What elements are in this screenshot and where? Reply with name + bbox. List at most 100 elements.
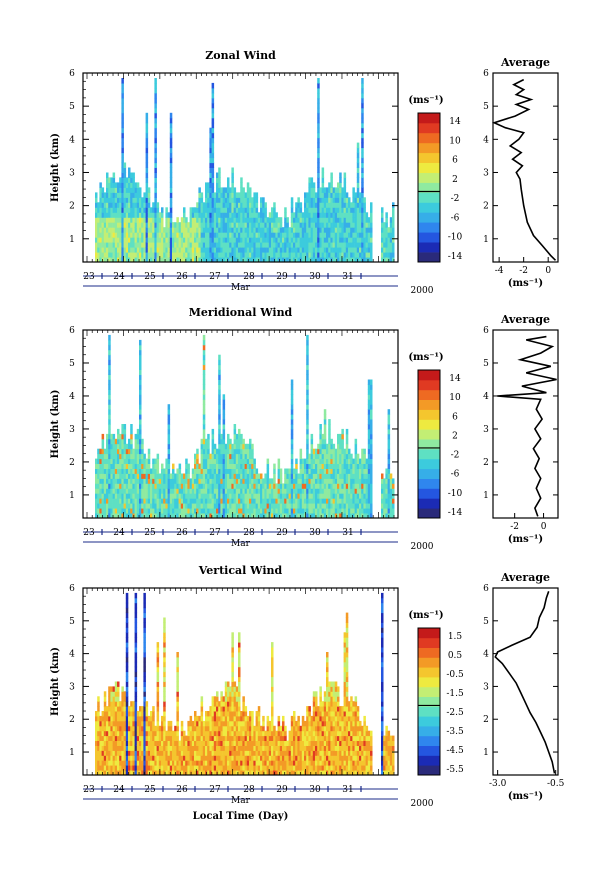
y-axis-label: Height (km) — [50, 390, 61, 459]
average-y-label: 1 — [483, 748, 489, 758]
y-tick-label: 4 — [69, 135, 75, 145]
colorbar-swatch — [418, 222, 440, 232]
colorbar-swatch — [418, 638, 440, 648]
y-tick-label: 5 — [69, 359, 75, 369]
day-label: 27 — [209, 785, 221, 795]
colorbar-swatch — [418, 252, 440, 262]
day-label: 27 — [209, 272, 221, 282]
average-x-label: -0.5 — [547, 779, 565, 789]
day-label: 25 — [144, 272, 156, 282]
average-x-label: -4 — [495, 266, 504, 276]
average-y-label: 5 — [483, 617, 489, 627]
y-tick-label: 3 — [69, 425, 75, 435]
colorbar-label: 2 — [452, 431, 458, 441]
colorbar-label: -5.5 — [446, 765, 464, 775]
y-tick-label: 2 — [69, 458, 75, 468]
colorbar-swatch — [418, 193, 440, 203]
colorbar-unit: (ms⁻¹) — [408, 610, 443, 621]
panel-title: Vertical Wind — [198, 564, 283, 577]
heatmap-field — [95, 78, 395, 263]
colorbar-unit: (ms⁻¹) — [408, 95, 443, 106]
day-label: 31 — [342, 785, 353, 795]
day-label: 29 — [276, 272, 288, 282]
average-y-label: 1 — [483, 235, 489, 245]
day-label: 25 — [144, 528, 156, 538]
colorbar-swatch — [418, 173, 440, 183]
average-x-label: 0 — [545, 266, 551, 276]
year-label: 2000 — [411, 286, 434, 296]
colorbar-swatch — [418, 657, 440, 667]
colorbar-swatch — [418, 687, 440, 697]
y-tick-label: 1 — [69, 235, 75, 245]
colorbar-label: 1.5 — [448, 632, 463, 642]
colorbar-label: -10 — [448, 489, 463, 499]
day-label: 23 — [83, 272, 95, 282]
average-line — [495, 591, 554, 773]
average-y-label: 1 — [483, 491, 489, 501]
average-line — [494, 80, 555, 261]
average-y-label: 5 — [483, 359, 489, 369]
average-y-label: 3 — [483, 425, 489, 435]
average-title: Average — [500, 571, 550, 584]
colorbar-swatch — [418, 726, 440, 736]
colorbar-label: -0.5 — [446, 670, 464, 680]
colorbar-label: -10 — [448, 233, 463, 243]
colorbar-label: -6 — [451, 213, 460, 223]
average-y-label: 2 — [483, 202, 489, 212]
colorbar-swatch — [418, 667, 440, 677]
y-tick-label: 1 — [69, 748, 75, 758]
colorbar-swatch — [418, 232, 440, 242]
day-label: 27 — [209, 528, 221, 538]
colorbar-label: 6 — [452, 412, 458, 422]
average-y-label: 4 — [483, 135, 489, 145]
average-y-label: 5 — [483, 102, 489, 112]
average-title: Average — [500, 56, 550, 69]
y-tick-label: 3 — [69, 168, 75, 178]
colorbar-swatch — [418, 498, 440, 508]
colorbar-swatch — [418, 410, 440, 420]
colorbar-swatch — [418, 746, 440, 756]
colorbar-label: -6 — [451, 470, 460, 480]
colorbar-label: -1.5 — [446, 689, 464, 699]
average-frame — [493, 588, 558, 775]
colorbar-unit: (ms⁻¹) — [408, 352, 443, 363]
day-label: 29 — [276, 785, 288, 795]
average-y-label: 4 — [483, 392, 489, 402]
average-title: Average — [500, 313, 550, 326]
average-line — [497, 337, 556, 517]
y-tick-label: 4 — [69, 650, 75, 660]
colorbar-swatch — [418, 429, 440, 439]
day-label: 23 — [83, 528, 95, 538]
colorbar-swatch — [418, 628, 440, 638]
average-y-label: 4 — [483, 650, 489, 660]
colorbar-swatch — [418, 390, 440, 400]
average-x-label: -2 — [510, 522, 519, 532]
colorbar-label: -2.5 — [446, 708, 464, 718]
year-label: 2000 — [411, 799, 434, 809]
colorbar-swatch — [418, 716, 440, 726]
colorbar-swatch — [418, 736, 440, 746]
y-tick-label: 6 — [69, 69, 75, 79]
colorbar-swatch — [418, 133, 440, 143]
colorbar-swatch — [418, 380, 440, 390]
colorbar-swatch — [418, 153, 440, 163]
colorbar-swatch — [418, 459, 440, 469]
colorbar-swatch — [418, 449, 440, 459]
average-x-unit: (ms⁻¹) — [508, 534, 543, 545]
colorbar-swatch — [418, 419, 440, 429]
day-label: 28 — [243, 528, 255, 538]
day-label: 26 — [176, 272, 188, 282]
y-tick-label: 6 — [69, 326, 75, 336]
colorbar-label: 14 — [449, 374, 461, 384]
y-tick-label: 5 — [69, 617, 75, 627]
colorbar-swatch — [418, 123, 440, 133]
colorbar-swatch — [418, 648, 440, 658]
colorbar-swatch — [418, 370, 440, 380]
colorbar-swatch — [418, 677, 440, 687]
day-label: 30 — [309, 272, 321, 282]
colorbar-swatch — [418, 755, 440, 765]
